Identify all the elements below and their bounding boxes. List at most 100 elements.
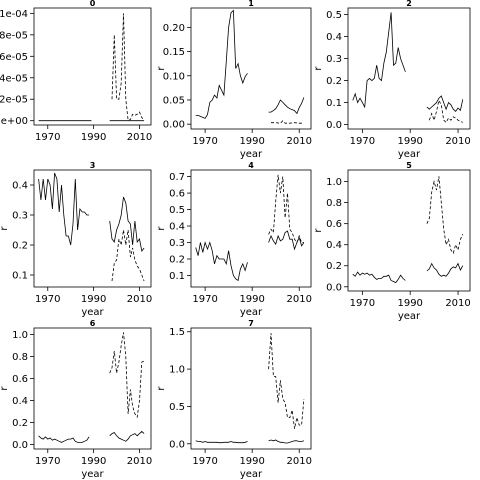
x-tick-label: 2010 — [127, 132, 152, 143]
dashed-series-line — [111, 13, 145, 121]
panel-title: 6 — [90, 319, 96, 328]
x-tick-label: 1990 — [239, 456, 264, 467]
x-tick-label: 2010 — [127, 294, 152, 305]
y-tick-label: 0.2 — [169, 254, 185, 265]
y-tick-label: 0.5 — [326, 10, 342, 21]
dashed-series-line — [426, 176, 464, 254]
solid-series-line — [426, 95, 464, 113]
y-tick-label: 0.4 — [169, 222, 185, 233]
x-axis-label: year — [398, 311, 421, 322]
y-tick-label: 0.5 — [169, 205, 185, 216]
y-tick-label: 1.5 — [169, 327, 185, 338]
dashed-series-line — [268, 333, 305, 429]
y-axis-label: r — [313, 66, 324, 71]
x-axis-label: year — [81, 469, 104, 480]
x-tick-label: 2010 — [445, 136, 470, 147]
solid-series-line — [109, 196, 145, 252]
panel-4: 4 1970 1990 2010 0.1 0.2 0.3 0.4 0.5 0.6 0.7 year r — [156, 161, 312, 318]
panel-6: 6 1970 1990 2010 0.0 0.2 0.4 0.6 0.8 1.0 year r — [0, 319, 152, 480]
y-tick-label: 0.6 — [169, 189, 185, 200]
y-tick-label: 0.3 — [169, 238, 185, 249]
y-tick-label: 0.3 — [326, 54, 342, 65]
x-axis-label: year — [398, 149, 421, 160]
panel-5: 5 1970 1990 2010 0.0 0.2 0.4 0.6 0.8 1.0 year r — [313, 161, 471, 322]
y-tick-label: 0.4 — [12, 181, 28, 192]
y-axis-label: r — [0, 226, 10, 231]
y-tick-label: 1e-04 — [0, 9, 28, 20]
panel-title: 5 — [406, 161, 412, 170]
solid-series-line — [352, 271, 406, 284]
solid-series-line — [195, 241, 248, 282]
x-tick-label: 1970 — [192, 456, 217, 467]
y-tick-label: 0.1 — [169, 271, 185, 282]
x-tick-label: 2010 — [287, 456, 312, 467]
panel-3: 3 1970 1990 2010 0.1 0.2 0.3 0.4 year r — [0, 161, 152, 318]
plot-frame — [190, 169, 312, 288]
y-tick-label: 0.3 — [12, 211, 28, 222]
solid-series-line — [268, 439, 305, 444]
x-axis-label: year — [81, 307, 104, 318]
panel-title: 3 — [90, 161, 96, 170]
plot-frame — [347, 169, 471, 292]
y-tick-label: 0.0 — [326, 282, 342, 293]
solid-series-line — [426, 262, 464, 277]
plot-frame — [33, 169, 152, 288]
solid-series-line — [352, 12, 406, 109]
y-tick-label: e+00 — [1, 116, 28, 127]
x-tick-label: 1990 — [239, 136, 264, 147]
x-tick-label: 1990 — [81, 132, 106, 143]
y-tick-label: 0.0 — [169, 439, 185, 450]
y-tick-label: 0.05 — [163, 95, 185, 106]
solid-series-line — [38, 172, 90, 246]
y-tick-label: 0.7 — [169, 172, 185, 183]
x-tick-label: 2010 — [287, 294, 312, 305]
plot-frame — [33, 327, 152, 450]
y-tick-label: 8e-05 — [0, 30, 28, 41]
y-tick-label: 1.0 — [12, 330, 28, 341]
y-tick-label: 2e-05 — [0, 95, 28, 106]
y-tick-label: 1.0 — [169, 365, 185, 376]
x-tick-label: 1990 — [397, 298, 422, 309]
y-tick-label: 0.0 — [12, 440, 28, 451]
x-axis-label: year — [240, 307, 263, 318]
y-tick-label: 0.15 — [163, 47, 185, 58]
solid-series-line — [195, 9, 248, 119]
y-tick-label: 0.4 — [326, 240, 342, 251]
x-tick-label: 2010 — [127, 456, 152, 467]
solid-series-line — [109, 430, 145, 442]
solid-series-line — [268, 97, 305, 115]
y-tick-label: 0.5 — [169, 402, 185, 413]
y-axis-label: r — [156, 386, 167, 391]
y-tick-label: 0.2 — [12, 241, 28, 252]
y-tick-label: 0.2 — [12, 418, 28, 429]
y-tick-label: 0.1 — [326, 98, 342, 109]
x-tick-label: 2010 — [445, 298, 470, 309]
panel-title: 0 — [90, 0, 96, 8]
plot-frame — [33, 7, 152, 126]
y-tick-label: 4e-05 — [0, 73, 28, 84]
y-tick-label: 0.2 — [326, 261, 342, 272]
x-tick-label: 1990 — [81, 456, 106, 467]
y-tick-label: 0.0 — [326, 120, 342, 131]
x-axis-label: year — [240, 469, 263, 480]
solid-series-line — [38, 435, 90, 443]
panel-title: 7 — [248, 319, 254, 328]
y-tick-label: 1.0 — [326, 177, 342, 188]
y-axis-label: r — [0, 386, 10, 391]
y-tick-label: 0.2 — [326, 76, 342, 87]
panel-title: 2 — [406, 0, 412, 8]
dashed-series-line — [428, 99, 463, 124]
panel-title: 4 — [248, 161, 254, 170]
panel-2: 2 1970 1990 2010 0.0 0.1 0.2 0.3 0.4 0.5 year r — [313, 0, 471, 160]
dashed-series-line — [111, 229, 145, 282]
y-tick-label: 0.8 — [12, 352, 28, 363]
y-axis-label: r — [156, 226, 167, 231]
x-tick-label: 1970 — [35, 132, 60, 143]
x-tick-label: 2010 — [287, 136, 312, 147]
x-tick-label: 1970 — [35, 456, 60, 467]
y-axis-label: r — [313, 228, 324, 233]
y-axis-label: r — [156, 66, 167, 71]
x-tick-label: 1970 — [192, 294, 217, 305]
dashed-series-line — [109, 332, 145, 419]
